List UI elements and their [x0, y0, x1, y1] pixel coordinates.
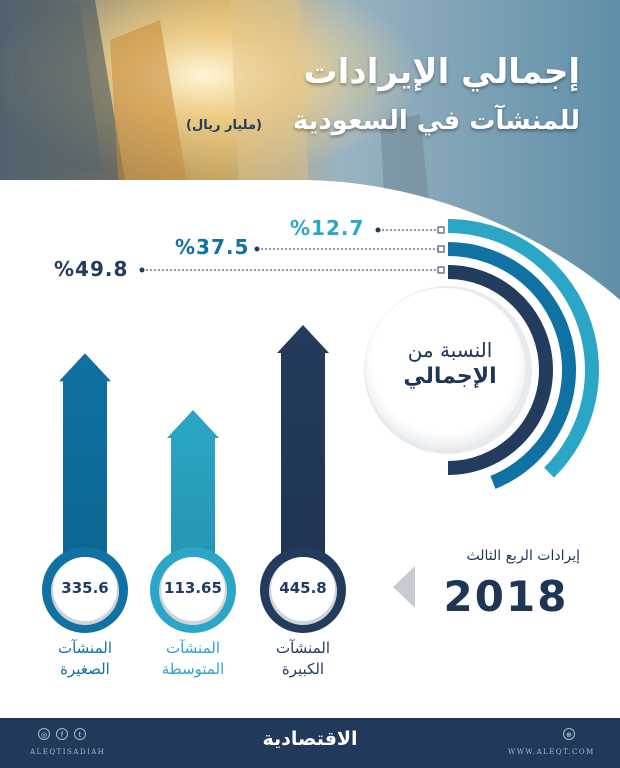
revenue-arrow-shade-small [59, 353, 111, 590]
leader-end-medium [437, 226, 445, 234]
leader-dot-small [254, 246, 260, 252]
social-handle[interactable]: ALEQTISADIAH [30, 748, 106, 756]
value-label-small: 335.6 [61, 579, 109, 597]
share-label-large: %49.8 [54, 257, 129, 281]
facebook-icon[interactable]: f [56, 728, 68, 740]
category-label-large-line2: الكبيرة [281, 660, 325, 678]
instagram-icon[interactable]: ◎ [38, 728, 50, 740]
value-disc-medium [161, 557, 225, 621]
category-label-large: المنشآت الكبيرة [248, 638, 358, 680]
leader-dot-medium [375, 227, 381, 233]
gauge-arc-small [447, 242, 576, 489]
share-leader-lines [139, 226, 445, 274]
share-label-medium: %12.7 [290, 216, 365, 240]
globe-icon[interactable]: ⊕ [563, 728, 575, 740]
revenue-arrow-shade-large [277, 325, 329, 590]
page-subtitle: للمنشآت في السعودية [292, 106, 580, 136]
leader-dot-large [139, 267, 145, 273]
gauge-label-line2: الإجمالي [403, 364, 497, 389]
gauge-arc-large [447, 265, 553, 475]
leader-end-small [437, 245, 445, 253]
value-label-medium: 113.65 [164, 579, 222, 597]
category-label-large-line1: المنشآت [275, 639, 330, 657]
share-gauge [364, 219, 599, 489]
period-year: 2018 [443, 572, 569, 621]
value-label-large: 445.8 [279, 579, 327, 597]
unit-label: (مليار ريال) [186, 118, 262, 133]
brand-logo: الاقتصادية [262, 728, 358, 750]
footer-bar: ◎ f t ALEQTISADIAH الاقتصادية ⊕ WWW.ALEQ… [0, 718, 620, 768]
page-title: إجمالي الإيرادات [303, 52, 580, 92]
revenue-arrow-shade-medium [167, 410, 219, 590]
leader-end-large [437, 266, 445, 274]
period-label: إيرادات الربع الثالث [466, 548, 581, 564]
category-label-medium: المنشآت المتوسطة [138, 638, 248, 680]
category-label-small: المنشآت الصغيرة [30, 638, 140, 680]
category-label-small-line2: الصغيرة [60, 660, 110, 678]
gauge-label-line1: النسبة من [407, 338, 493, 362]
gauge-arc-medium [447, 219, 599, 478]
category-label-medium-line1: المنشآت [165, 639, 220, 657]
value-disc-large [271, 557, 335, 621]
revenue-arrows [42, 325, 346, 633]
year-pointer-icon [393, 566, 415, 608]
share-label-small: %37.5 [175, 235, 250, 259]
header-photo [0, 0, 620, 300]
value-disc-small [53, 557, 117, 621]
gauge-disc [365, 288, 525, 448]
category-label-small-line1: المنشآت [57, 639, 112, 657]
category-label-medium-line2: المتوسطة [161, 660, 225, 678]
twitter-icon[interactable]: t [74, 728, 86, 740]
website-link[interactable]: WWW.ALEQT.COM [508, 748, 595, 756]
